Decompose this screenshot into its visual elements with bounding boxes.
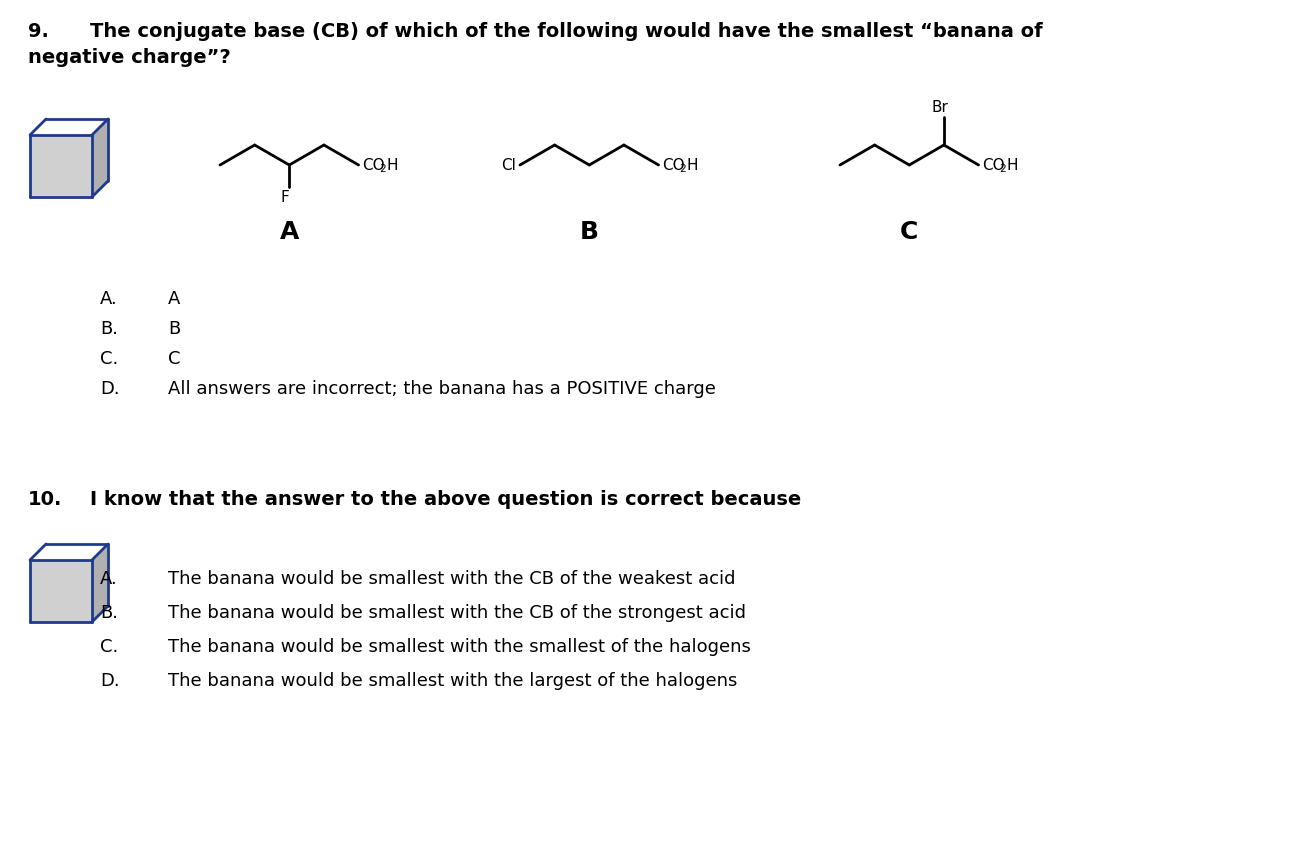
Text: The banana would be smallest with the CB of the strongest acid: The banana would be smallest with the CB… <box>167 604 746 622</box>
Text: 9.: 9. <box>27 22 48 41</box>
Text: CO: CO <box>982 157 1005 173</box>
Text: The banana would be smallest with the largest of the halogens: The banana would be smallest with the la… <box>167 672 738 690</box>
Text: B: B <box>167 320 181 338</box>
Text: A: A <box>280 220 300 244</box>
Text: D.: D. <box>99 672 119 690</box>
Text: 2: 2 <box>680 163 687 173</box>
Polygon shape <box>92 119 109 197</box>
Text: A: A <box>167 290 181 308</box>
Polygon shape <box>92 544 109 622</box>
Text: H: H <box>1007 157 1018 173</box>
Text: The conjugate base (CB) of which of the following would have the smallest “banan: The conjugate base (CB) of which of the … <box>90 22 1042 41</box>
Text: D.: D. <box>99 380 119 398</box>
Text: The banana would be smallest with the CB of the weakest acid: The banana would be smallest with the CB… <box>167 570 735 588</box>
Text: I know that the answer to the above question is correct because: I know that the answer to the above ques… <box>90 490 802 509</box>
Text: B: B <box>579 220 599 244</box>
Text: A.: A. <box>99 570 118 588</box>
Text: CO: CO <box>362 157 385 173</box>
Text: Cl: Cl <box>501 157 515 173</box>
Text: H: H <box>687 157 698 173</box>
Text: The banana would be smallest with the smallest of the halogens: The banana would be smallest with the sm… <box>167 638 751 656</box>
Polygon shape <box>30 560 92 622</box>
Text: negative charge”?: negative charge”? <box>27 48 230 67</box>
Text: Br: Br <box>931 100 948 115</box>
Text: All answers are incorrect; the banana has a POSITIVE charge: All answers are incorrect; the banana ha… <box>167 380 715 398</box>
Text: F: F <box>281 190 289 205</box>
Text: H: H <box>387 157 398 173</box>
Text: 2: 2 <box>999 163 1006 173</box>
Text: CO: CO <box>663 157 685 173</box>
Text: A.: A. <box>99 290 118 308</box>
Text: B.: B. <box>99 604 118 622</box>
Polygon shape <box>30 135 92 197</box>
Text: C: C <box>167 350 181 368</box>
Text: 10.: 10. <box>27 490 63 509</box>
Text: B.: B. <box>99 320 118 338</box>
Text: C.: C. <box>99 638 118 656</box>
Text: C.: C. <box>99 350 118 368</box>
Text: C: C <box>900 220 918 244</box>
Text: 2: 2 <box>379 163 386 173</box>
